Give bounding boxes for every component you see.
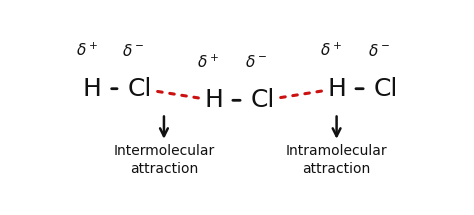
Text: H: H <box>83 77 102 101</box>
Text: Cl: Cl <box>374 77 398 101</box>
Text: H: H <box>327 77 346 101</box>
Text: $\delta^+$: $\delta^+$ <box>320 42 342 59</box>
Text: Cl: Cl <box>251 88 275 112</box>
Text: Intermolecular
attraction: Intermolecular attraction <box>113 144 215 176</box>
Text: $\delta^-$: $\delta^-$ <box>245 54 267 70</box>
Text: Cl: Cl <box>128 77 152 101</box>
Text: Intramolecular
attraction: Intramolecular attraction <box>286 144 387 176</box>
Text: $\delta^+$: $\delta^+$ <box>76 42 98 59</box>
Text: $\delta^+$: $\delta^+$ <box>197 54 219 71</box>
Text: H: H <box>204 88 223 112</box>
Text: $\delta^-$: $\delta^-$ <box>368 43 390 59</box>
Text: $\delta^-$: $\delta^-$ <box>121 43 144 59</box>
